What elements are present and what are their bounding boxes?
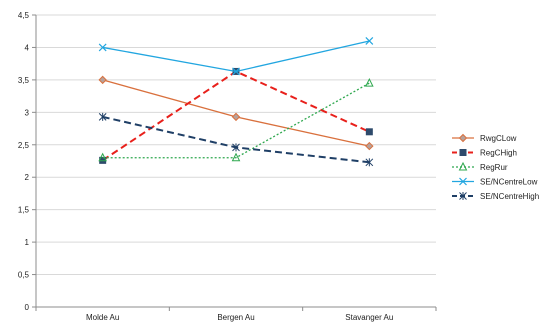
y-tick-label: 2 [25, 173, 30, 182]
y-tick-label: 4 [25, 43, 30, 52]
data-point [365, 158, 374, 167]
legend-marker [459, 149, 467, 156]
legend-marker [458, 133, 468, 143]
x-axis-tick-labels: Molde Au Bergen Au Stavanger Au [86, 313, 393, 322]
legend-label: RegCHigh [480, 149, 517, 158]
y-tick-label: 1,5 [18, 206, 30, 215]
data-point [232, 143, 240, 152]
y-tick-label: 4,5 [18, 11, 30, 20]
axes [32, 14, 437, 311]
legend-item: SE/NCentreHigh [452, 192, 539, 201]
legend-label: RegRur [480, 163, 508, 172]
legend: RwgCLow RegCHigh RegRur SE/NCentreLow SE/NCe… [452, 133, 539, 201]
legend-label: RwgCLow [480, 134, 517, 143]
legend-item: RegCHigh [452, 149, 517, 158]
legend-item: RwgCLow [452, 133, 517, 143]
x-tick-label: Stavanger Au [345, 313, 393, 322]
y-axis-tick-labels: 0 0,5 1 1,5 2 2,5 3 3,5 4 4,5 [18, 11, 30, 312]
legend-item: RegRur [452, 161, 508, 172]
y-tick-label: 0,5 [18, 271, 30, 280]
y-tick-label: 3,5 [18, 76, 30, 85]
legend-marker [458, 161, 468, 171]
series-group [98, 37, 374, 167]
y-tick-label: 3 [25, 108, 30, 117]
y-tick-label: 1 [25, 238, 30, 247]
legend-label: SE/NCentreLow [480, 178, 538, 187]
y-tick-label: 0 [25, 303, 30, 312]
series-line [102, 115, 370, 164]
data-point [365, 128, 373, 136]
data-point [98, 152, 107, 162]
series-0 [98, 75, 374, 151]
data-point [365, 78, 374, 87]
legend-item: SE/NCentreLow [452, 178, 538, 187]
legend-label: SE/NCentreHigh [480, 192, 539, 201]
legend-marker [459, 177, 467, 186]
legend-marker [459, 192, 467, 200]
data-point [365, 141, 374, 151]
x-tick-label: Bergen Au [217, 313, 254, 322]
series-line [102, 82, 370, 159]
data-point [231, 152, 241, 162]
series-3 [98, 37, 374, 76]
data-point [231, 112, 241, 122]
y-tick-label: 2,5 [18, 141, 30, 150]
data-point [98, 112, 107, 121]
series-2 [98, 78, 374, 162]
x-tick-label: Molde Au [86, 313, 119, 322]
data-point [98, 75, 107, 85]
data-point [365, 37, 374, 45]
data-point [98, 43, 107, 52]
series-line [102, 40, 370, 73]
data-point [232, 67, 240, 76]
series-4 [98, 112, 374, 167]
